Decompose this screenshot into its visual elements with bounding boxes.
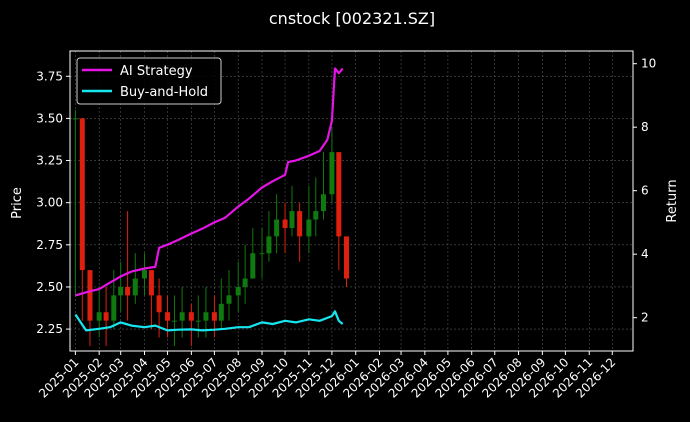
price-candle [344, 236, 350, 279]
price-candle [111, 295, 117, 321]
price-candle [211, 312, 217, 321]
y-tick-label-right: 10 [641, 57, 656, 71]
price-candle [203, 312, 209, 321]
legend-box [76, 57, 222, 105]
price-candle [250, 253, 256, 279]
y-tick-label-right: 4 [641, 247, 649, 261]
price-candle [282, 219, 288, 228]
y-tick-label-left: 3.25 [36, 154, 63, 168]
price-candle [179, 312, 185, 321]
price-candle [226, 295, 232, 304]
price-candle [118, 286, 124, 296]
price-candle [132, 278, 138, 296]
y-tick-label-right: 2 [641, 311, 649, 325]
price-candle [87, 270, 93, 321]
return-series [74, 67, 344, 332]
price-candle [313, 211, 319, 220]
price-candle [142, 270, 148, 279]
y-tick-label-left: 3.75 [36, 69, 63, 83]
price-candle [165, 312, 171, 321]
price-candle [103, 312, 109, 321]
price-candle [329, 152, 335, 195]
price-candle [148, 270, 154, 296]
y-tick-label-right: 8 [641, 120, 649, 134]
ai-strategy-line [75, 67, 344, 297]
price-candle [306, 219, 312, 237]
price-candle [274, 219, 280, 237]
y-axis-label-right: Return [665, 179, 680, 222]
price-candle [72, 118, 78, 120]
price-candle [156, 295, 162, 313]
y-tick-label-left: 2.75 [36, 238, 63, 252]
buy-and-hold-line [74, 310, 344, 332]
price-candle [336, 152, 342, 237]
legend-label-buy-and-hold: Buy-and-Hold [120, 85, 208, 100]
legend: AI Strategy Buy-and-Hold [76, 57, 222, 105]
y-tick-label-left: 2.50 [36, 280, 63, 294]
price-candle [79, 118, 85, 271]
price-candle [320, 194, 326, 212]
price-candle [297, 211, 303, 237]
price-candle [259, 253, 265, 255]
price-candle [235, 286, 241, 296]
y-tick-label-left: 3.50 [36, 111, 63, 125]
price-candle [96, 312, 102, 321]
price-candle [188, 312, 194, 321]
price-candle [171, 320, 177, 322]
price-candle [125, 286, 131, 296]
y-axis-label-left: Price [10, 187, 25, 219]
price-candle [289, 211, 295, 228]
y-tick-label-left: 2.25 [36, 322, 63, 336]
price-candle [218, 303, 224, 321]
price-candle [242, 278, 248, 287]
plot-frame [69, 50, 634, 352]
price-candle [266, 236, 272, 254]
chart-title: cnstock [002321.SZ] [269, 9, 435, 28]
y-tick-label-right: 6 [641, 184, 649, 198]
legend-label-ai-strategy: AI Strategy [120, 64, 193, 79]
price-candle [195, 320, 201, 322]
y-tick-label-left: 3.00 [36, 196, 63, 210]
